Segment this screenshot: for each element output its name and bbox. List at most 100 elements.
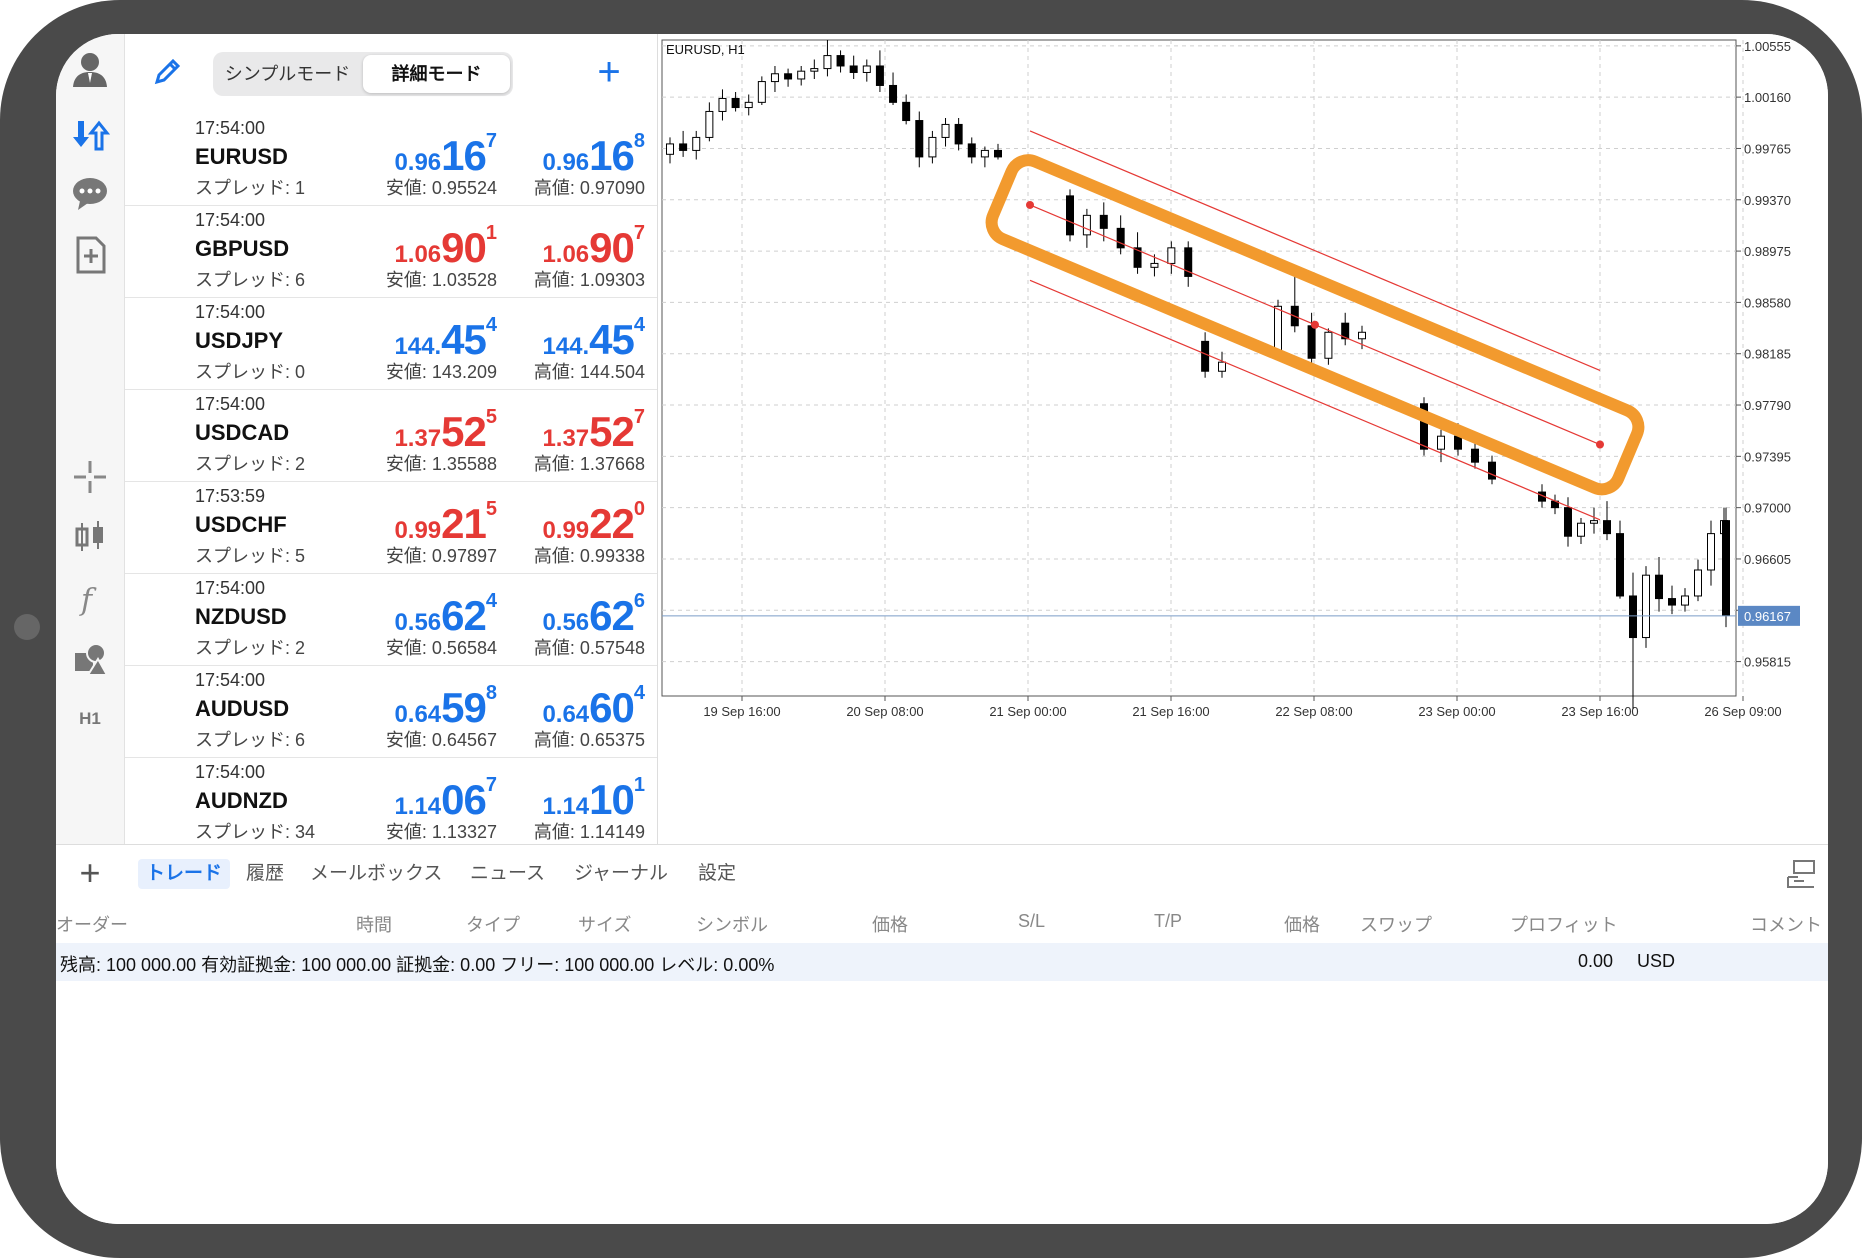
ask-price[interactable]: 0.96168: [542, 130, 645, 180]
quotes-panel: シンプルモード 詳細モード + 17:54:00 EURUSD スプレッド: 1 0.…: [125, 34, 658, 844]
price-label: 0.96605: [1744, 552, 1791, 567]
candle-body: [889, 84, 898, 103]
device-home-dot: [14, 614, 40, 640]
ask-prefix: 1.37: [542, 425, 590, 452]
edit-pencil-icon[interactable]: [145, 50, 189, 94]
quote-row-nzdusd[interactable]: 17:54:00 NZDUSD スプレッド: 2 0.56624 0.56626 安値: …: [125, 574, 657, 666]
candle-body: [1099, 214, 1108, 229]
ask-point: 1: [633, 774, 645, 796]
bid-price[interactable]: 0.56624: [394, 590, 497, 640]
chart-svg[interactable]: 1.00555 1.00160 0.99765 0.99370 0.98975 0.985…: [658, 34, 1828, 844]
quote-symbol: USDCHF: [195, 512, 287, 537]
quote-low: 安値: 0.97897: [385, 546, 497, 566]
candlestick-icon[interactable]: [56, 512, 124, 562]
candle-body: [1307, 325, 1316, 359]
bid-price[interactable]: 0.96167: [394, 130, 497, 180]
tab-mailbox[interactable]: メールボックス: [310, 863, 443, 884]
ask-price[interactable]: 0.56626: [542, 590, 645, 640]
ask-point: 6: [633, 590, 645, 612]
candle-body: [941, 123, 950, 138]
indicator-function-icon[interactable]: f: [56, 574, 124, 624]
quote-high: 高値: 0.97090: [533, 178, 645, 198]
quotes-header: シンプルモード 詳細モード +: [125, 34, 657, 114]
new-order-button[interactable]: +: [79, 852, 101, 893]
tab-trade[interactable]: トレード: [138, 859, 231, 889]
bid-price[interactable]: 0.99215: [394, 498, 497, 548]
crosshair-icon[interactable]: [56, 452, 124, 502]
col-comment: コメント: [1750, 915, 1822, 935]
tab-journal[interactable]: ジャーナル: [574, 863, 669, 884]
quote-row-usdchf[interactable]: 17:53:59 USDCHF スプレッド: 5 0.99215 0.99220 安値: …: [125, 482, 657, 574]
quote-row-audusd[interactable]: 17:54:00 AUDUSD スプレッド: 6 0.64598 0.64604 安値: …: [125, 666, 657, 758]
simple-mode-button[interactable]: シンプルモード: [224, 64, 351, 84]
time-label: 23 Sep 16:00: [1561, 704, 1638, 719]
ask-price[interactable]: 1.37527: [542, 406, 645, 456]
price-label: 0.98580: [1744, 295, 1791, 310]
candle-body: [1722, 565, 1730, 616]
bid-price[interactable]: 1.06901: [394, 222, 497, 272]
quote-row-gbpusd[interactable]: 17:54:00 GBPUSD スプレッド: 6 1.06901 1.06907 安値: …: [125, 206, 657, 298]
col-price-current: 価格: [1284, 915, 1320, 935]
ask-price[interactable]: 0.64604: [542, 682, 645, 732]
profit-currency: USD: [1637, 951, 1676, 971]
price-chart[interactable]: 1.00555 1.00160 0.99765 0.99370 0.98975 0.985…: [658, 34, 1828, 844]
tab-settings[interactable]: 設定: [698, 863, 737, 884]
bid-prefix: 0.99: [394, 517, 442, 544]
ask-prefix: 0.64: [542, 701, 590, 728]
quote-row-audnzd[interactable]: 17:54:00 AUDNZD スプレッド: 34 1.14067 1.14101 安値:…: [125, 758, 657, 844]
candle-body: [1616, 533, 1624, 597]
candle-body: [1167, 247, 1176, 264]
time-label: 19 Sep 16:00: [703, 704, 780, 719]
tab-history[interactable]: 履歴: [246, 863, 285, 884]
objects-shapes-icon[interactable]: [56, 634, 124, 684]
quotes-list: 17:54:00 EURUSD スプレッド: 1 0.96167 0.96168 安値: …: [125, 114, 657, 844]
candle-body: [757, 81, 766, 103]
quote-low: 安値: 0.64567: [385, 730, 497, 750]
channel-upper-line: [1029, 130, 1601, 372]
channel-start-point: [1026, 200, 1034, 209]
time-label: 21 Sep 16:00: [1132, 704, 1209, 719]
candle-body: [862, 65, 871, 73]
ask-pips: 60: [589, 684, 635, 731]
timeframe-button[interactable]: H1: [56, 694, 124, 744]
col-profit: プロフィット: [1510, 915, 1618, 935]
candle-body: [1420, 403, 1428, 450]
bid-prefix: 1.06: [394, 241, 442, 268]
candle-body: [1603, 520, 1611, 535]
panel-layout-icon[interactable]: [1784, 857, 1818, 891]
detail-mode-button[interactable]: 詳細モード: [363, 55, 510, 93]
bid-price[interactable]: 144.454: [394, 314, 497, 364]
quote-symbol: GBPUSD: [195, 236, 290, 261]
ask-pips: 16: [589, 132, 635, 179]
ask-prefix: 0.99: [542, 517, 590, 544]
bid-point: 7: [485, 130, 497, 152]
bid-price[interactable]: 0.64598: [394, 682, 497, 732]
candle-body: [1454, 435, 1462, 450]
bid-price[interactable]: 1.14067: [394, 774, 497, 824]
chat-icon[interactable]: [56, 168, 124, 218]
add-symbol-button[interactable]: +: [597, 50, 621, 94]
current-price-badge: [1738, 605, 1800, 626]
ask-price[interactable]: 1.06907: [542, 222, 645, 272]
quote-row-usdcad[interactable]: 17:54:00 USDCAD スプレッド: 2 1.37525 1.37527 安値: …: [125, 390, 657, 482]
ask-pips: 10: [589, 776, 635, 823]
quote-row-usdjpy[interactable]: 17:54:00 USDJPY スプレッド: 0 144.454 144.454 安値: …: [125, 298, 657, 390]
bid-point: 1: [485, 222, 497, 244]
tab-news[interactable]: ニュース: [470, 863, 546, 884]
bid-price[interactable]: 1.37525: [394, 406, 497, 456]
quote-high: 高値: 0.99338: [533, 546, 645, 566]
candle-body: [849, 65, 858, 73]
quote-time: 17:54:00: [195, 762, 266, 782]
ask-price[interactable]: 0.99220: [542, 498, 645, 548]
balance-row: 残高: 100 000.00 有効証拠金: 100 000.00 証拠金: 0.…: [56, 943, 1828, 981]
time-label: 20 Sep 08:00: [846, 704, 923, 719]
account-icon[interactable]: [56, 44, 124, 94]
quote-row-eurusd[interactable]: 17:54:00 EURUSD スプレッド: 1 0.96167 0.96168 安値: …: [125, 114, 657, 206]
candle-body: [1150, 262, 1159, 268]
channel-end-point: [1596, 440, 1604, 449]
new-document-icon[interactable]: [56, 230, 124, 280]
ask-price[interactable]: 144.454: [542, 314, 645, 364]
ask-price[interactable]: 1.14101: [542, 774, 645, 824]
profit-total: 0.00: [1578, 951, 1614, 971]
quotes-arrows-icon[interactable]: [56, 110, 124, 160]
